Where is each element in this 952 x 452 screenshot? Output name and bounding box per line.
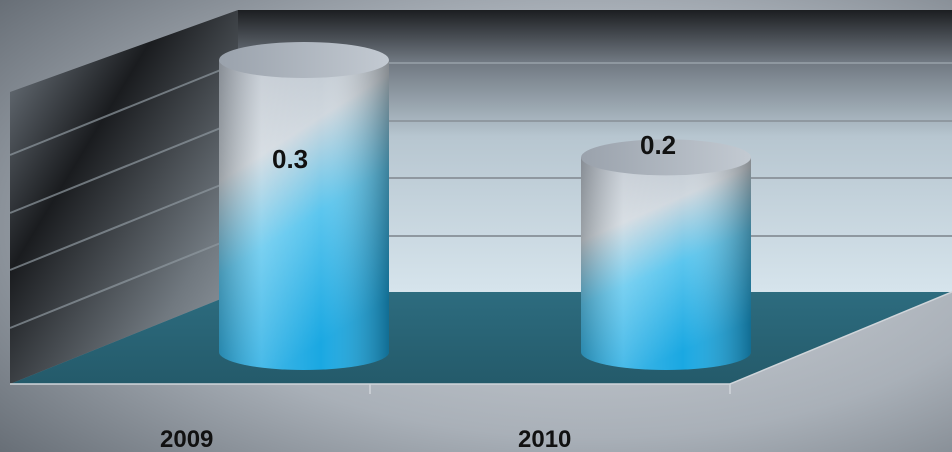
data-label-2009: 0.3	[272, 144, 308, 174]
gridline-side-2	[9, 177, 239, 271]
category-labels: 2009 2010	[160, 426, 571, 452]
category-label-2009: 2009	[160, 426, 213, 452]
gridline-side-3	[9, 120, 239, 214]
bars	[219, 42, 751, 370]
data-label-2010: 0.2	[640, 130, 676, 160]
x-axis-ticks	[369, 384, 731, 394]
gridline-side-4	[9, 62, 239, 156]
cylinder-bar-2010	[581, 139, 751, 370]
cylinder-top	[219, 42, 389, 78]
gridline-side-1	[9, 235, 239, 329]
cylinder-shading	[219, 60, 389, 370]
category-label-2010: 2010	[518, 426, 571, 452]
x-axis-depth-line	[729, 291, 952, 385]
data-labels: 0.3 0.2	[272, 130, 676, 174]
side-wall	[10, 10, 238, 384]
cylinder-shading	[581, 157, 751, 370]
cylinder-bar-2009	[219, 42, 389, 370]
cylinder-top	[581, 139, 751, 176]
